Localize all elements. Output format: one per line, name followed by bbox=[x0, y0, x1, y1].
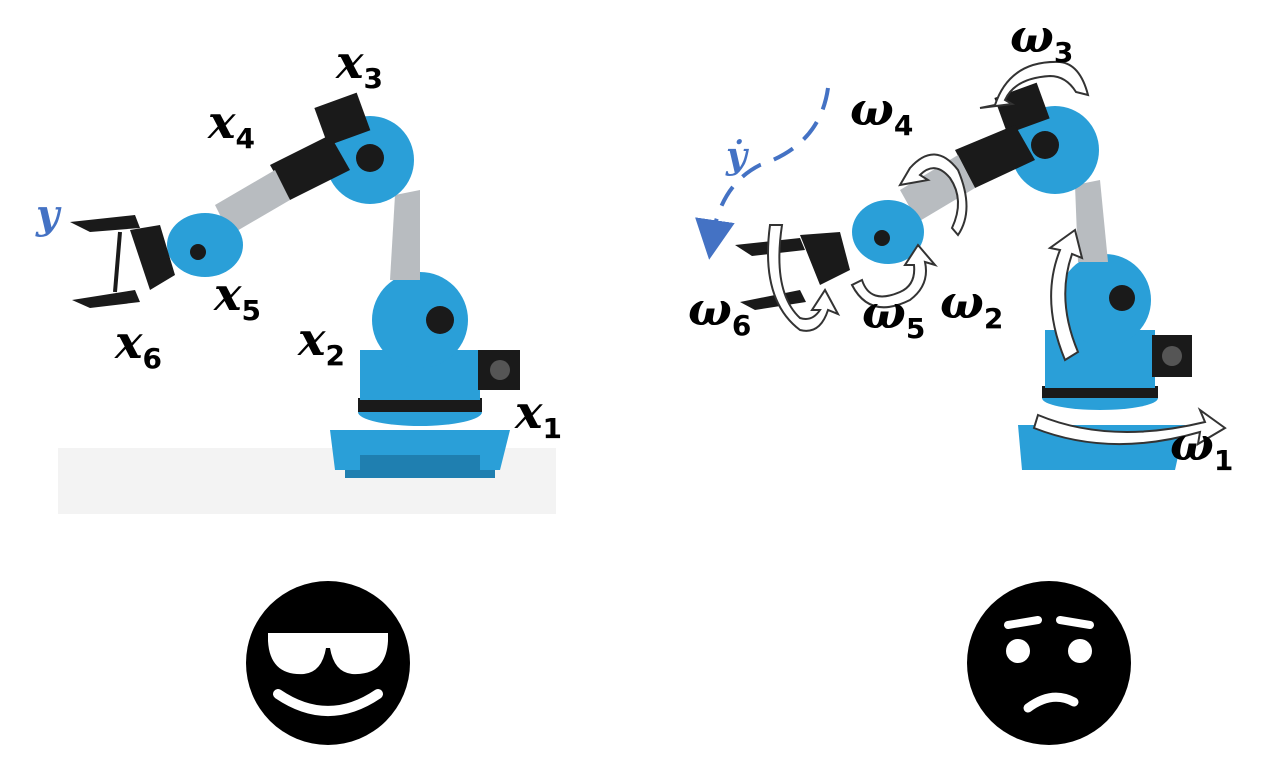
rotation-arrow-5 bbox=[850, 243, 938, 309]
label-x5: x5 bbox=[213, 267, 261, 327]
label-w6: ω6 bbox=[688, 282, 751, 342]
cool-sunglasses-icon bbox=[246, 581, 410, 745]
label-w2: ω2 bbox=[940, 275, 1003, 335]
label-x4: x4 bbox=[207, 95, 255, 155]
label-y: y bbox=[35, 191, 62, 238]
label-w3: ω3 bbox=[1010, 9, 1073, 69]
label-x1: x1 bbox=[514, 385, 562, 445]
rotation-arrow-6 bbox=[767, 224, 841, 332]
velocity-dashed-arrow bbox=[695, 87, 830, 260]
rotation-arrow-1 bbox=[1032, 407, 1227, 446]
label-y-dot: ẏ bbox=[725, 135, 749, 177]
rotation-arrow-3 bbox=[979, 60, 1090, 109]
worried-face-icon bbox=[967, 581, 1131, 745]
right-joint-labels: ω1 ω2 ω3 ω4 ω5 ω6 ẏ bbox=[688, 9, 1233, 477]
label-w4: ω4 bbox=[850, 82, 913, 142]
rotation-arrow-4 bbox=[898, 153, 968, 237]
left-joint-labels: x1 x2 x3 x4 x5 x6 y bbox=[35, 35, 562, 445]
left-robot-arm bbox=[58, 92, 556, 514]
label-x2: x2 bbox=[297, 312, 345, 372]
rotation-arrows bbox=[767, 60, 1227, 446]
label-w5: ω5 bbox=[862, 285, 925, 345]
rotation-arrow-2 bbox=[1047, 228, 1084, 362]
label-x3: x3 bbox=[335, 35, 383, 95]
label-x6: x6 bbox=[114, 315, 162, 375]
label-w1: ω1 bbox=[1170, 417, 1233, 477]
